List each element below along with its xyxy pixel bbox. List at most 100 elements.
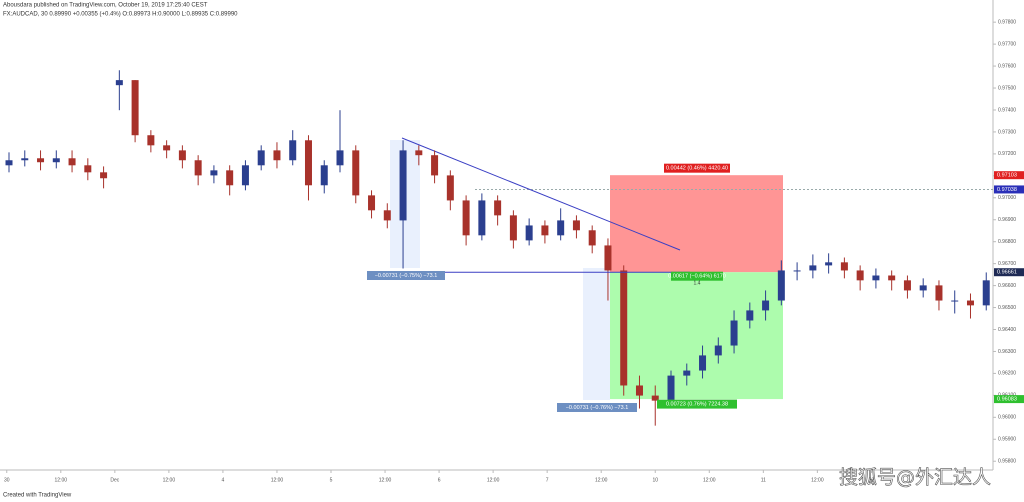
candle-body bbox=[446, 175, 454, 201]
x-tick-label: 12:00 bbox=[271, 477, 284, 483]
position-label: 0.00723 (0.76%) 7224.38 bbox=[666, 402, 728, 408]
candle-body bbox=[178, 150, 186, 161]
candle-body bbox=[462, 200, 470, 236]
x-tick-label: 12:00 bbox=[55, 477, 68, 483]
x-tick-label: 30 bbox=[4, 477, 10, 483]
candle-body bbox=[699, 355, 707, 371]
footer: Created with TradingView bbox=[3, 493, 72, 499]
candle-body bbox=[872, 275, 880, 281]
candle-body bbox=[856, 270, 864, 281]
candle-body bbox=[541, 225, 549, 236]
candle-body bbox=[399, 150, 407, 221]
price-tag bbox=[994, 185, 1024, 194]
measure-label: −0.00731 (−0.76%) −73.1 bbox=[566, 405, 629, 411]
y-tick-label: 0.97000 bbox=[998, 195, 1016, 201]
watermark: 搜狐号@外汇达人 bbox=[839, 467, 991, 489]
candle-body bbox=[951, 300, 959, 302]
position-label-box bbox=[664, 163, 730, 173]
candle-body bbox=[415, 150, 423, 156]
candle-body bbox=[982, 280, 990, 306]
candle-body bbox=[651, 395, 659, 401]
candle-body bbox=[52, 158, 60, 163]
candle-body bbox=[683, 370, 691, 376]
x-tick-label: 12:00 bbox=[163, 477, 176, 483]
candle-body bbox=[289, 140, 297, 161]
x-tick-label: 4 bbox=[222, 477, 225, 483]
candle-body bbox=[919, 285, 927, 291]
y-tick-label: 0.96700 bbox=[998, 261, 1016, 267]
candle-body bbox=[746, 310, 754, 321]
target-zone bbox=[610, 272, 783, 400]
candle-body bbox=[888, 275, 896, 281]
x-tick-label: 12:00 bbox=[487, 477, 500, 483]
measure-label: −0.00731 (−0.75%) −73.1 bbox=[375, 273, 438, 279]
y-tick-label: 0.96600 bbox=[998, 283, 1016, 289]
x-tick-label: 12:00 bbox=[595, 477, 608, 483]
candle-body bbox=[320, 165, 328, 186]
y-tick-label: 0.97600 bbox=[998, 63, 1016, 69]
candle-body bbox=[257, 150, 265, 166]
y-tick-label: 0.97300 bbox=[998, 129, 1016, 135]
candle-body bbox=[84, 165, 92, 173]
position-label: 0.00617 (−0.64%) 6170 bbox=[668, 274, 726, 280]
candle-body bbox=[730, 320, 738, 346]
x-tick-label: 12 bbox=[869, 477, 875, 483]
symbol-info: FX:AUDCAD, 30 0.89990 +0.00355 (+0.4%) O… bbox=[3, 12, 238, 18]
y-tick-label: 0.97200 bbox=[998, 151, 1016, 157]
price-tag-label: 0.96661 bbox=[997, 270, 1017, 276]
position-label: 0.00442 (0.46%) 4420.40 bbox=[666, 166, 728, 172]
measure-label-box bbox=[557, 403, 637, 412]
candle-body bbox=[903, 280, 911, 291]
candle-body bbox=[163, 145, 171, 151]
candle-body bbox=[714, 345, 722, 356]
candle-body bbox=[793, 270, 801, 272]
candle-body bbox=[68, 158, 76, 166]
candle-body bbox=[840, 262, 848, 271]
candle-body bbox=[226, 170, 234, 186]
y-tick-label: 0.97400 bbox=[998, 107, 1016, 113]
candle-body bbox=[210, 170, 218, 176]
candle-body bbox=[336, 150, 344, 166]
candle-body bbox=[147, 135, 155, 146]
candle-body bbox=[588, 230, 596, 246]
candle-body bbox=[935, 285, 943, 301]
candle-body bbox=[825, 262, 833, 266]
candle-body bbox=[368, 195, 376, 211]
measure-label-box bbox=[367, 271, 445, 280]
candle-body bbox=[100, 172, 108, 179]
candle-body bbox=[777, 270, 785, 301]
x-tick-label: 7 bbox=[546, 477, 549, 483]
position-label-box bbox=[671, 271, 723, 281]
footer-bg bbox=[0, 489, 1024, 502]
candle-body bbox=[431, 155, 439, 176]
candle-body bbox=[21, 158, 29, 161]
candle-body bbox=[557, 220, 565, 236]
candle-body bbox=[383, 210, 391, 221]
candle-body bbox=[241, 165, 249, 186]
candle-body bbox=[115, 80, 123, 86]
publisher: Abousdara published on TradingView.com, … bbox=[3, 3, 208, 9]
candle-body bbox=[635, 385, 643, 396]
candle-body bbox=[131, 80, 139, 136]
stop-zone bbox=[610, 175, 783, 273]
x-tick-label: 10 bbox=[652, 477, 658, 483]
x-tick-label: 12:00 bbox=[379, 477, 392, 483]
position-label-box bbox=[657, 399, 737, 409]
trend-line bbox=[401, 137, 681, 251]
y-tick-label: 0.97700 bbox=[998, 41, 1016, 47]
x-tick-label: 11 bbox=[761, 477, 766, 483]
price-tag bbox=[994, 268, 1024, 277]
candle-body bbox=[478, 200, 486, 236]
y-tick-label: 0.97500 bbox=[998, 85, 1016, 91]
y-tick-label: 0.96500 bbox=[998, 305, 1016, 311]
y-tick-label: 0.96200 bbox=[998, 371, 1016, 377]
candle-body bbox=[273, 150, 281, 161]
candle-body bbox=[352, 150, 360, 196]
x-tick-label: 12:00 bbox=[703, 477, 716, 483]
price-tag-label: 0.97103 bbox=[997, 173, 1017, 179]
candle-body bbox=[509, 215, 517, 241]
x-tick-label: 6 bbox=[438, 477, 441, 483]
